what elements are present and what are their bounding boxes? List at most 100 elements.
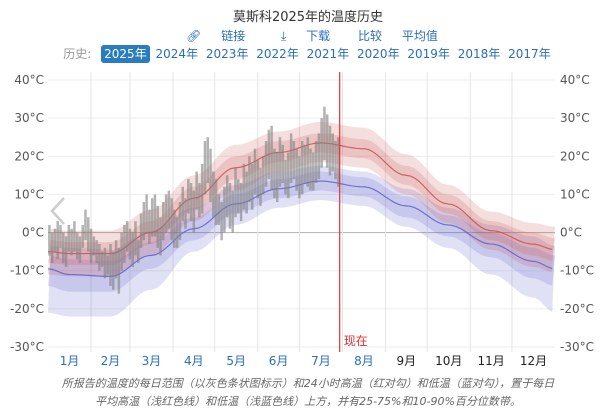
daily-range-bar — [192, 190, 196, 233]
daily-range-bar — [239, 182, 243, 222]
daily-range-bar — [70, 228, 73, 256]
daily-range-bar — [284, 160, 287, 195]
year-2021[interactable]: 2021年 — [306, 47, 350, 61]
daily-range-bar — [167, 190, 171, 229]
daily-range-bar — [228, 182, 232, 229]
daily-range-bar — [237, 179, 240, 214]
year-2018[interactable]: 2018年 — [457, 47, 501, 61]
low-band-10-90 — [48, 165, 555, 317]
daily-range-bar — [112, 251, 115, 290]
daily-range-bar — [320, 118, 323, 168]
chevron-left-icon[interactable] — [50, 197, 65, 225]
month-label[interactable]: 4月 — [184, 354, 204, 368]
daily-range-bar — [53, 228, 57, 252]
daily-range-bar — [148, 209, 151, 245]
daily-range-bar — [187, 179, 190, 214]
daily-range-bar — [309, 148, 312, 191]
month-label[interactable]: 1月 — [60, 354, 80, 368]
daily-range-bar — [48, 224, 51, 256]
month-label: 10月 — [435, 354, 462, 368]
compare-link[interactable]: 比较 — [358, 29, 383, 43]
daily-range-bar — [92, 236, 96, 256]
daily-range-bar — [120, 232, 123, 271]
daily-range-bar — [67, 224, 71, 252]
daily-range-bar — [139, 213, 143, 248]
daily-range-bar — [242, 163, 246, 210]
daily-range-bar — [100, 251, 104, 267]
y-tick-left: -30°C — [10, 340, 44, 354]
daily-range-bar — [114, 240, 118, 279]
daily-range-bar — [220, 202, 223, 241]
link-button[interactable]: 🔗︎ 链接 — [186, 29, 246, 43]
month-label[interactable]: 5月 — [226, 354, 246, 368]
month-label[interactable]: 7月 — [311, 354, 331, 368]
y-tick-right: 10°C — [560, 187, 590, 201]
daily-range-bar — [250, 163, 254, 210]
daily-range-bar — [153, 194, 157, 237]
y-tick-right: -20°C — [560, 302, 594, 316]
year-2017[interactable]: 2017年 — [508, 47, 551, 61]
month-label[interactable]: 6月 — [269, 354, 289, 368]
daily-range-bar — [214, 179, 218, 225]
daily-range-bar — [262, 156, 265, 195]
month-label[interactable]: 8月 — [354, 354, 374, 368]
daily-range-bar — [95, 240, 98, 264]
daily-range-bar — [156, 205, 159, 248]
month-label: 11月 — [477, 354, 504, 368]
download-icon: ⤓ — [281, 29, 287, 43]
action-links: 🔗︎ 链接 ⤓ 下载 比较 平均值 — [0, 27, 616, 44]
daily-range-bar — [150, 198, 154, 237]
caption-line-1: 所报告的温度的每日范围（以灰色条状图标示）和24小时高温（红对勾）和低温（蓝对勾… — [61, 377, 555, 390]
year-2019[interactable]: 2019年 — [407, 47, 450, 61]
daily-range-bar — [203, 141, 207, 195]
daily-range-bar — [303, 144, 307, 183]
daily-range-bar — [123, 224, 126, 264]
daily-range-bar — [273, 148, 276, 199]
daily-range-bar — [248, 156, 251, 203]
daily-range-bar — [337, 137, 340, 187]
daily-range-bar — [298, 156, 301, 199]
daily-range-bar — [189, 182, 193, 222]
daily-range-bar — [334, 141, 337, 180]
daily-range-bar — [81, 224, 84, 248]
daily-range-bar — [173, 209, 176, 248]
daily-range-bar — [62, 232, 65, 264]
daily-range-bar — [89, 228, 93, 264]
daily-range-bar — [159, 217, 162, 256]
year-2022[interactable]: 2022年 — [256, 47, 299, 61]
daily-range-bar — [325, 114, 329, 168]
chart-caption: 所报告的温度的每日范围（以灰色条状图标示）和24小时高温（红对勾）和低温（蓝对勾… — [20, 375, 596, 411]
daily-range-bar — [281, 144, 284, 183]
year-2024[interactable]: 2024年 — [155, 47, 199, 61]
daily-range-bar — [117, 247, 121, 294]
month-label: 9月 — [397, 354, 417, 368]
daily-range-bar — [223, 186, 226, 233]
daily-range-bar — [84, 209, 87, 241]
daily-range-bar — [128, 228, 132, 260]
daily-range-bar — [200, 163, 204, 214]
daily-range-bar — [314, 141, 318, 183]
y-tick-left: 10°C — [14, 187, 44, 201]
download-button[interactable]: ⤓ 下载 — [281, 29, 331, 43]
year-2023[interactable]: 2023年 — [205, 47, 249, 61]
year-2020[interactable]: 2020年 — [357, 47, 400, 61]
daily-range-bar — [131, 232, 134, 267]
daily-range-bar — [289, 133, 293, 183]
month-label[interactable]: 3月 — [142, 354, 162, 368]
daily-range-bar — [300, 141, 304, 195]
daily-range-bar — [56, 221, 59, 260]
daily-range-bar — [323, 106, 326, 161]
month-label[interactable]: 2月 — [101, 354, 121, 368]
year-2025[interactable]: 2025年 — [101, 45, 150, 63]
averages-link[interactable]: 平均值 — [401, 29, 438, 43]
daily-range-bar — [292, 141, 296, 180]
y-tick-right: -10°C — [560, 264, 594, 278]
daily-range-bar — [225, 175, 229, 218]
month-label: 12月 — [520, 354, 547, 368]
y-tick-right: -30°C — [560, 340, 594, 354]
y-tick-left: 30°C — [14, 111, 44, 125]
daily-range-bar — [142, 202, 146, 241]
daily-range-bar — [209, 148, 212, 203]
daily-range-bar — [331, 133, 335, 172]
